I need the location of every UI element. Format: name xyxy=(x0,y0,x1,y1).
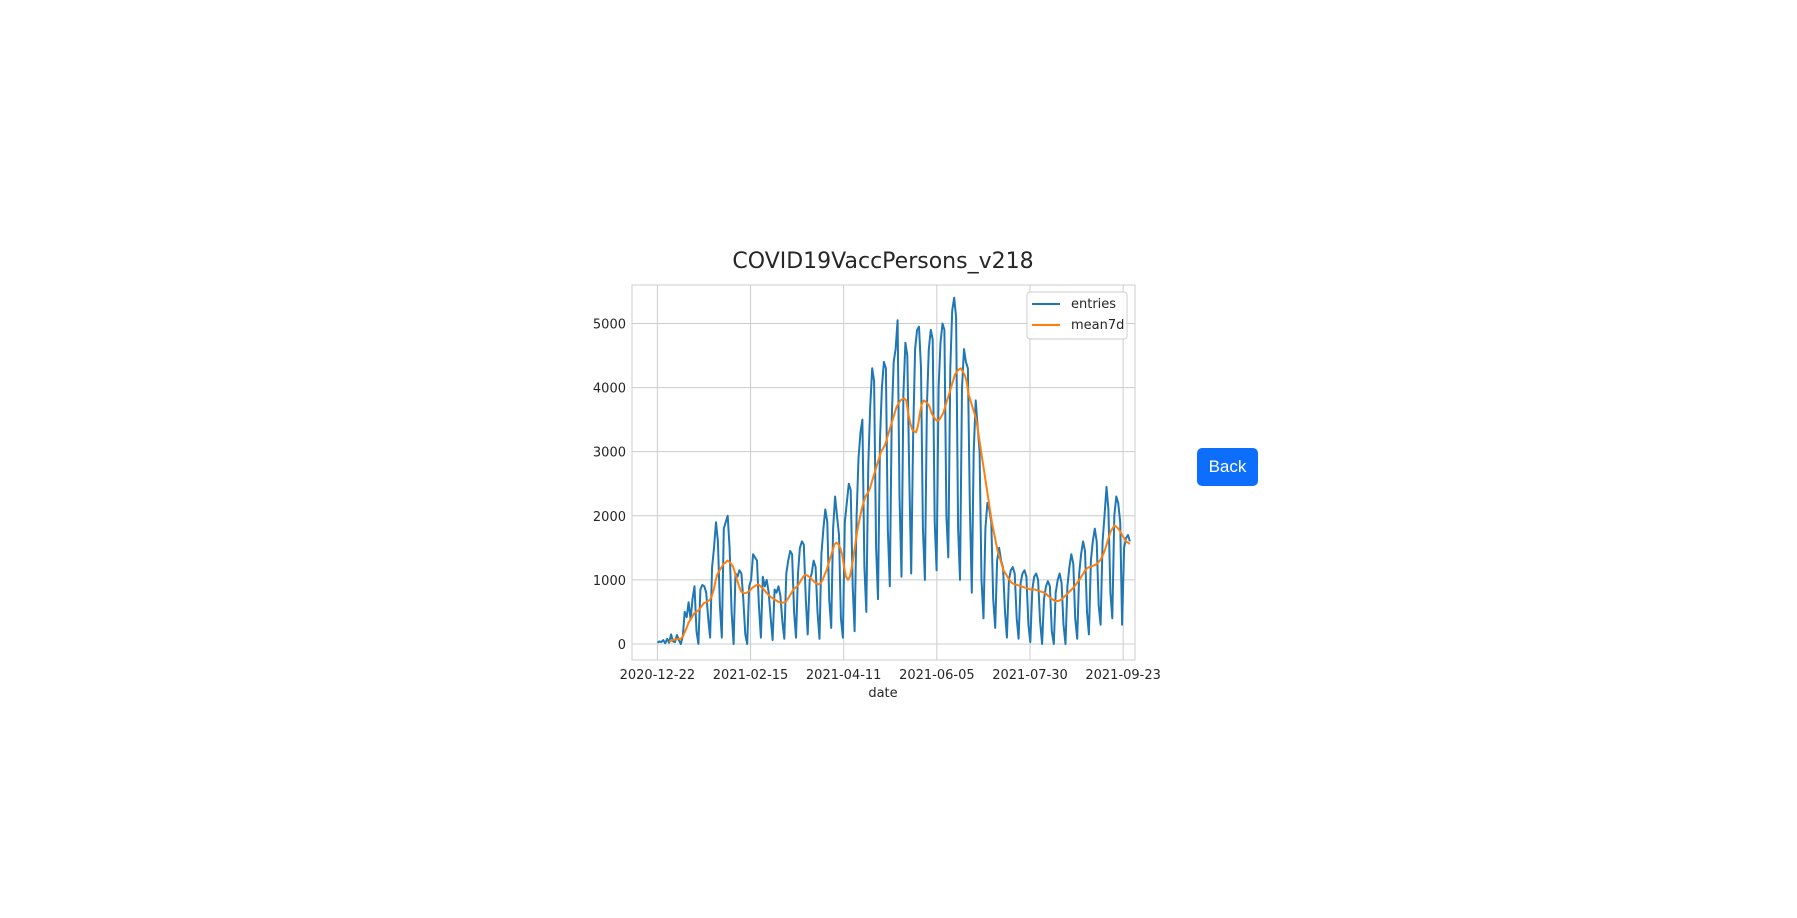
series-lines xyxy=(656,296,1131,645)
x-tick-label: 2021-02-15 xyxy=(713,668,789,683)
series-line-mean7d xyxy=(668,367,1131,643)
y-tick-label: 5000 xyxy=(593,317,626,332)
grid xyxy=(632,285,1135,660)
legend-entries-label: entries xyxy=(1071,297,1116,312)
legend-mean7d-label: mean7d xyxy=(1071,318,1124,333)
plot-area xyxy=(631,284,1136,661)
x-axis-label: date xyxy=(868,686,897,701)
x-tick-label: 2021-07-30 xyxy=(992,668,1068,683)
x-tick-label: 2021-09-23 xyxy=(1085,668,1161,683)
legend: entries mean7d xyxy=(1026,291,1128,340)
y-tick-label: 1000 xyxy=(593,574,626,589)
x-tick-label: 2021-04-11 xyxy=(806,668,882,683)
y-tick-label: 3000 xyxy=(593,446,626,461)
y-tick-label: 4000 xyxy=(593,382,626,397)
series-line-entries xyxy=(656,296,1131,645)
x-tick-label: 2020-12-22 xyxy=(620,668,696,683)
y-tick-label: 2000 xyxy=(593,510,626,525)
x-tick-label: 2021-06-05 xyxy=(899,668,975,683)
y-tick-label: 0 xyxy=(618,638,626,653)
chart-title: COVID19VaccPersons_v218 xyxy=(732,249,1033,274)
axis-ticks: 2020-12-22 2021-02-15 2021-04-11 2021-06-05… xyxy=(593,317,1161,683)
back-button[interactable]: Back xyxy=(1197,448,1258,486)
